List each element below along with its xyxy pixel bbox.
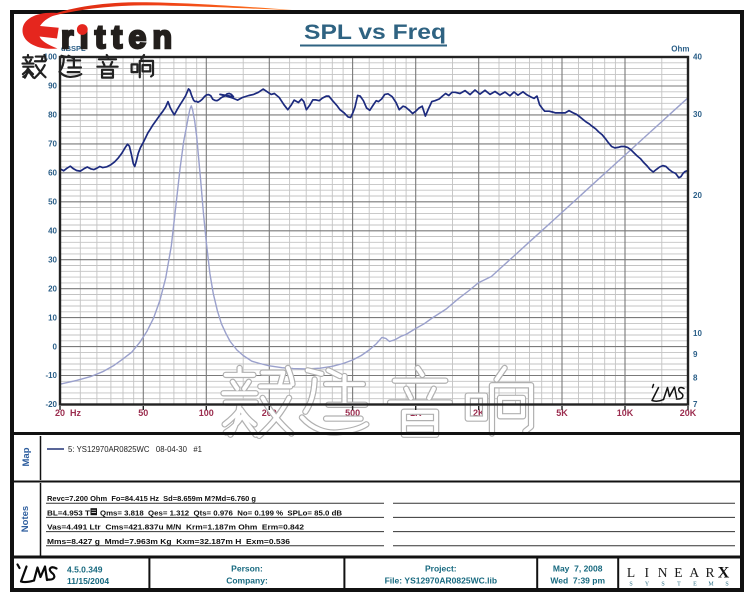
svg-text:Notes: Notes bbox=[20, 506, 31, 532]
svg-text:E: E bbox=[693, 582, 697, 588]
svg-text:Wed 7:39 pm: Wed 7:39 pm bbox=[550, 576, 605, 586]
svg-text:4.5.0.349: 4.5.0.349 bbox=[67, 565, 103, 575]
svg-text:dBSPL: dBSPL bbox=[61, 44, 86, 53]
svg-text:50: 50 bbox=[138, 408, 148, 418]
svg-text:5K: 5K bbox=[556, 408, 568, 418]
svg-text:M: M bbox=[708, 582, 714, 588]
svg-text:Qms= 3.818 Qes= 1.312 Qts= 0: Qms= 3.818 Qes= 1.312 Qts= 0.976 No= 0.1… bbox=[100, 508, 343, 517]
svg-text:X: X bbox=[718, 565, 730, 582]
svg-text:SPL vs Freq: SPL vs Freq bbox=[304, 21, 446, 44]
svg-text:100: 100 bbox=[199, 408, 214, 418]
svg-text:30: 30 bbox=[48, 255, 57, 264]
svg-text:20 Hz: 20 Hz bbox=[55, 408, 82, 418]
svg-text:-20: -20 bbox=[45, 400, 57, 409]
svg-text:0: 0 bbox=[53, 342, 58, 351]
svg-text:20K: 20K bbox=[680, 408, 697, 418]
svg-text:Vas=4.491 Ltr Cms=421.837u M/: Vas=4.491 Ltr Cms=421.837u M/N Krm=1.187… bbox=[47, 523, 304, 532]
svg-text:rıtten: rıtten bbox=[61, 19, 178, 55]
svg-text:File: YS12970AR0825WC.lib: File: YS12970AR0825WC.lib bbox=[385, 576, 497, 586]
svg-text:S: S bbox=[725, 582, 728, 588]
svg-text:50: 50 bbox=[48, 198, 57, 207]
svg-text:40: 40 bbox=[693, 53, 702, 62]
svg-text:20: 20 bbox=[693, 191, 702, 200]
svg-text:Project:: Project: bbox=[425, 564, 457, 574]
svg-text:7: 7 bbox=[693, 400, 698, 409]
svg-text:A: A bbox=[689, 565, 699, 580]
svg-text:10: 10 bbox=[48, 313, 57, 322]
svg-text:BL=4.953 T: BL=4.953 T bbox=[47, 508, 90, 517]
svg-text:Y: Y bbox=[645, 582, 650, 588]
svg-text:90: 90 bbox=[48, 82, 57, 91]
svg-text:S: S bbox=[629, 582, 632, 588]
svg-text:Map: Map bbox=[21, 447, 32, 466]
svg-text:Ohm: Ohm bbox=[671, 45, 689, 54]
svg-text:Company:: Company: bbox=[226, 576, 268, 586]
svg-text:70: 70 bbox=[48, 140, 57, 149]
svg-text:500: 500 bbox=[345, 408, 360, 418]
svg-text:S: S bbox=[661, 582, 664, 588]
svg-text:11/15/2004: 11/15/2004 bbox=[67, 576, 109, 586]
svg-text:8: 8 bbox=[693, 374, 698, 383]
svg-text:Person:: Person: bbox=[231, 564, 263, 574]
svg-text:Mms=8.427 g Mmd=7.963m Kg Kx: Mms=8.427 g Mmd=7.963m Kg Kxm=32.187m H … bbox=[47, 537, 290, 546]
svg-text:T: T bbox=[677, 582, 681, 588]
svg-text:20: 20 bbox=[48, 284, 57, 293]
svg-text:May 7, 2008: May 7, 2008 bbox=[553, 564, 603, 574]
svg-text:5: YS12970AR0825WC 08-04-30: 5: YS12970AR0825WC 08-04-30 #1 bbox=[68, 445, 203, 454]
svg-text:R: R bbox=[705, 565, 714, 580]
svg-text:100: 100 bbox=[44, 53, 58, 62]
svg-text:80: 80 bbox=[48, 111, 57, 120]
svg-text:I: I bbox=[645, 565, 650, 580]
svg-text:-10: -10 bbox=[45, 371, 57, 380]
svg-text:60: 60 bbox=[48, 169, 57, 178]
svg-text:10: 10 bbox=[693, 329, 702, 338]
svg-text:N: N bbox=[658, 565, 668, 580]
svg-text:40: 40 bbox=[48, 226, 57, 235]
svg-text:10K: 10K bbox=[617, 408, 634, 418]
svg-text:30: 30 bbox=[693, 110, 702, 119]
svg-text:9: 9 bbox=[693, 350, 698, 359]
svg-text:2K: 2K bbox=[473, 408, 485, 418]
svg-text:L: L bbox=[627, 565, 635, 580]
svg-text:Revc=7.200 Ohm Fo=84.415 Hz: Revc=7.200 Ohm Fo=84.415 Hz Sd=8.659m M?… bbox=[47, 494, 256, 503]
svg-text:E: E bbox=[674, 565, 682, 580]
